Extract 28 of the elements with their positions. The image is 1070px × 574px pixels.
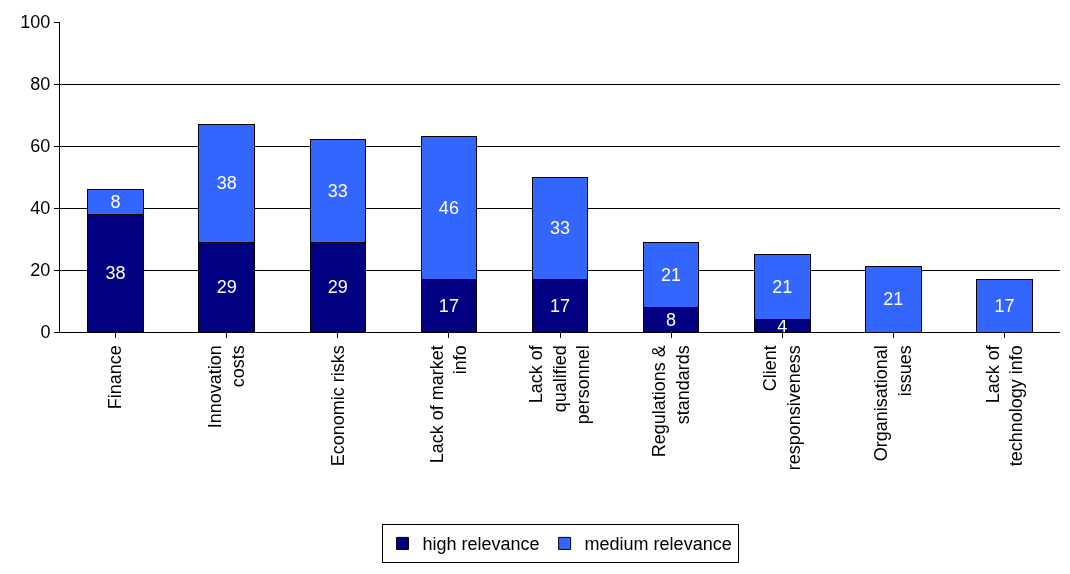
legend-label: medium relevance xyxy=(584,534,732,555)
data-label: 17 xyxy=(994,295,1015,316)
data-label: 38 xyxy=(105,263,126,284)
data-label: 29 xyxy=(327,277,348,298)
data-label: 33 xyxy=(327,180,348,201)
data-label: 17 xyxy=(438,295,459,316)
y-tick-label: 0 xyxy=(40,322,51,343)
data-label: 33 xyxy=(549,218,571,239)
data-label: 38 xyxy=(216,173,237,194)
data-label: 21 xyxy=(883,289,904,310)
x-tick-label: Organisational issues xyxy=(871,345,915,462)
y-tick-label: 80 xyxy=(30,74,51,95)
data-label: 46 xyxy=(438,198,459,218)
x-tick-label: Finance xyxy=(105,345,126,410)
data-label: 29 xyxy=(216,277,237,298)
legend-label: high relevance xyxy=(422,534,540,555)
data-label: 8 xyxy=(666,309,677,330)
data-label: 17 xyxy=(549,295,571,316)
y-tick-label: 20 xyxy=(30,260,51,281)
data-label: 21 xyxy=(661,264,682,285)
y-tick-label: 100 xyxy=(20,12,51,33)
y-tick-label: 60 xyxy=(30,136,51,157)
x-tick-label: Innovation costs xyxy=(204,345,249,429)
y-tick-label: 40 xyxy=(30,198,51,219)
x-tick-label: Economic risks xyxy=(327,345,348,467)
x-tick-label: Lack of market info xyxy=(427,345,471,464)
data-label: 8 xyxy=(110,191,121,212)
data-label: 21 xyxy=(772,277,793,298)
